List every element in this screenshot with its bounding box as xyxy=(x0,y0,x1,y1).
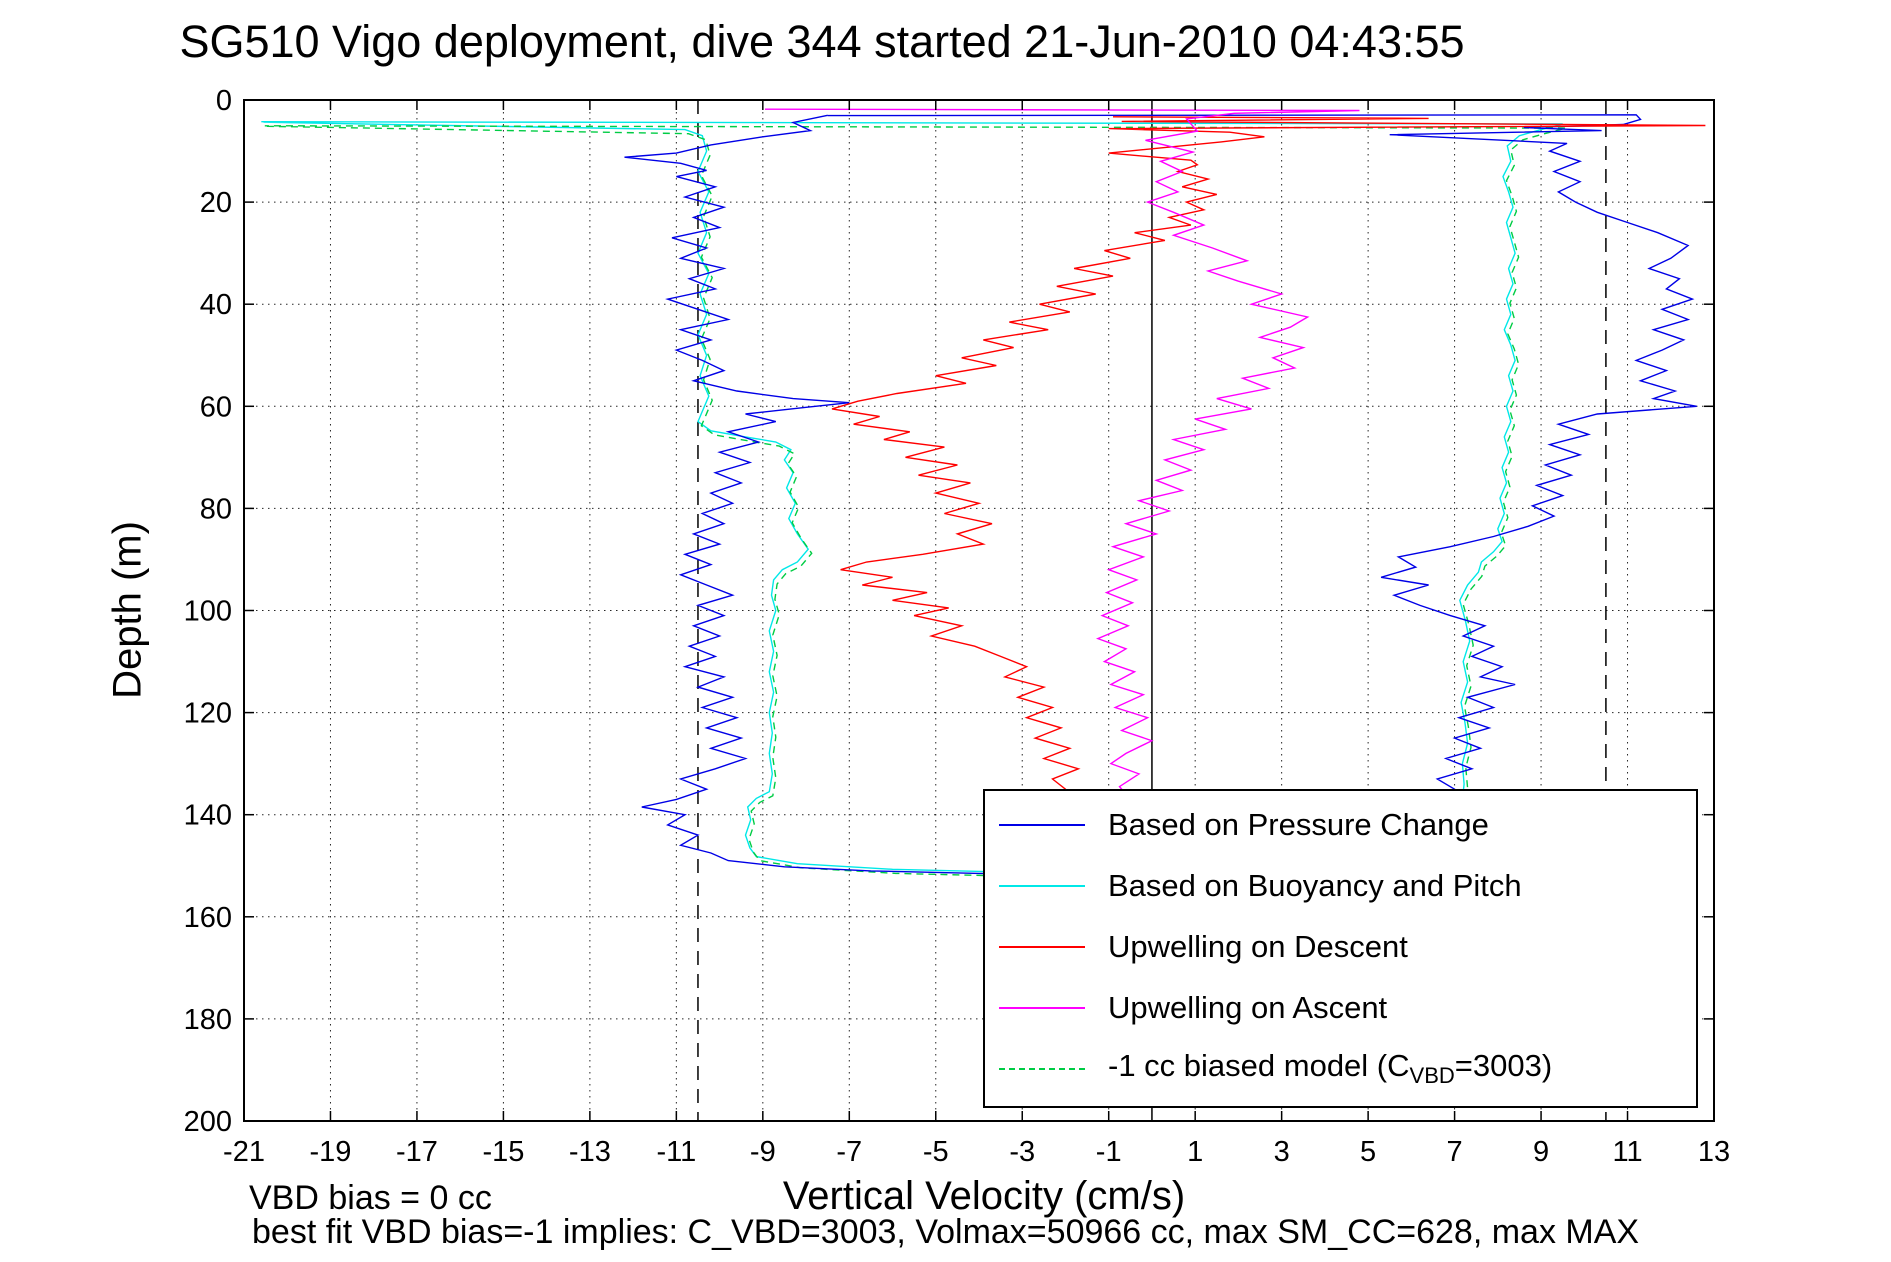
vbd-bias-annotation: VBD bias = 0 cc xyxy=(249,1179,492,1217)
legend-line-sample xyxy=(999,1007,1085,1009)
legend-entry-5: -1 cc biased model (CVBD=3003) xyxy=(985,1048,1553,1089)
y-tick-label: 40 xyxy=(200,289,232,321)
x-tick-label: 13 xyxy=(1698,1136,1730,1168)
x-tick-label: -1 xyxy=(1096,1136,1122,1168)
x-tick-label: 11 xyxy=(1612,1136,1642,1168)
legend-label: Upwelling on Descent xyxy=(1108,929,1408,964)
x-tick-label: 5 xyxy=(1360,1136,1376,1168)
chart-title: SG510 Vigo deployment, dive 344 started … xyxy=(179,16,1465,67)
y-tick-label: 160 xyxy=(184,902,232,934)
y-tick-label: 100 xyxy=(184,596,232,628)
legend-label: Based on Buoyancy and Pitch xyxy=(1108,868,1522,903)
x-tick-label: -3 xyxy=(1009,1136,1035,1168)
x-tick-label: -19 xyxy=(310,1136,352,1168)
x-tick-label: -11 xyxy=(656,1136,696,1168)
legend-line-sample xyxy=(999,885,1085,887)
y-axis-label: Depth (m) xyxy=(105,521,150,699)
legend-line-sample xyxy=(999,1068,1085,1070)
y-tick-label: 140 xyxy=(184,800,232,832)
x-tick-label: 9 xyxy=(1533,1136,1549,1168)
x-tick-label: -13 xyxy=(569,1136,611,1168)
legend-line-sample xyxy=(999,946,1085,948)
series-based-on-pressure-change xyxy=(624,114,1697,877)
x-tick-label: -17 xyxy=(396,1136,438,1168)
legend: Based on Pressure Change Based on Buoyanc… xyxy=(983,789,1698,1108)
y-tick-label: 60 xyxy=(200,391,232,423)
legend-label: -1 cc biased model (CVBD=3003) xyxy=(1108,1048,1553,1089)
legend-label: Upwelling on Ascent xyxy=(1108,990,1388,1025)
y-tick-label: 180 xyxy=(184,1004,232,1036)
y-tick-label: 0 xyxy=(216,85,232,117)
series-upwelling-on-descent xyxy=(831,116,1706,862)
legend-entry-3: Upwelling on Descent xyxy=(985,929,1408,965)
series-upwelling-on-ascent xyxy=(764,108,1360,800)
x-tick-label: -5 xyxy=(923,1136,949,1168)
y-tick-label: 20 xyxy=(200,187,232,219)
x-axis-label: Vertical Velocity (cm/s) xyxy=(782,1174,1186,1218)
legend-entry-4: Upwelling on Ascent xyxy=(985,990,1387,1026)
x-tick-label: -21 xyxy=(223,1136,265,1168)
series-based-on-buoyancy-and-pitch xyxy=(261,120,1563,875)
best-fit-annotation: best fit VBD bias=-1 implies: C_VBD=3003… xyxy=(252,1213,1640,1251)
x-tick-label: -9 xyxy=(750,1136,776,1168)
legend-label: Based on Pressure Change xyxy=(1108,807,1489,842)
x-tick-label: 1 xyxy=(1187,1136,1203,1168)
series--1-cc-biased-model-c-vbd-3003- xyxy=(264,125,1567,879)
x-tick-label: -15 xyxy=(482,1136,524,1168)
legend-entry-1: Based on Pressure Change xyxy=(985,807,1489,843)
x-tick-label: -7 xyxy=(836,1136,862,1168)
y-tick-label: 120 xyxy=(184,698,232,730)
y-tick-label: 200 xyxy=(184,1106,232,1138)
x-tick-label: 3 xyxy=(1274,1136,1290,1168)
x-tick-label: 7 xyxy=(1447,1136,1463,1168)
legend-entry-2: Based on Buoyancy and Pitch xyxy=(985,868,1522,904)
legend-line-sample xyxy=(999,824,1085,826)
y-tick-label: 80 xyxy=(200,493,232,525)
